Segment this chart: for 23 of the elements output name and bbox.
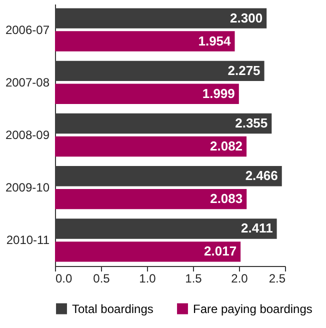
data-label: 2.466 [245, 168, 278, 184]
x-tick-label: 1.0 [139, 272, 156, 286]
data-label: 2.082 [210, 138, 243, 154]
data-label: 2.017 [204, 244, 237, 259]
legend-label: Total boardings [72, 302, 154, 316]
y-tick-label: 2007-08 [5, 75, 50, 90]
x-tick-label: 2.5 [268, 272, 286, 286]
data-label: 2.300 [230, 10, 263, 26]
data-label: 1.999 [202, 86, 235, 101]
y-tick-label: 2006-07 [5, 22, 50, 37]
data-label: 1.954 [198, 33, 232, 48]
legend-label: Fare paying boardings [193, 302, 312, 316]
x-tick-label: 0.0 [56, 272, 73, 286]
data-label: 2.411 [240, 220, 273, 236]
y-tick-label: 2009-10 [5, 180, 50, 195]
y-tick-label: 2010-11 [6, 233, 50, 248]
x-tick-label: 1.5 [185, 272, 202, 286]
data-label: 2.355 [235, 116, 268, 131]
data-label: 2.083 [210, 191, 243, 206]
x-tick-label: 2.0 [231, 272, 248, 286]
data-label: 2.275 [228, 62, 260, 78]
y-tick-label: 2008-09 [5, 128, 50, 142]
x-tick-label: 0.5 [93, 272, 110, 286]
